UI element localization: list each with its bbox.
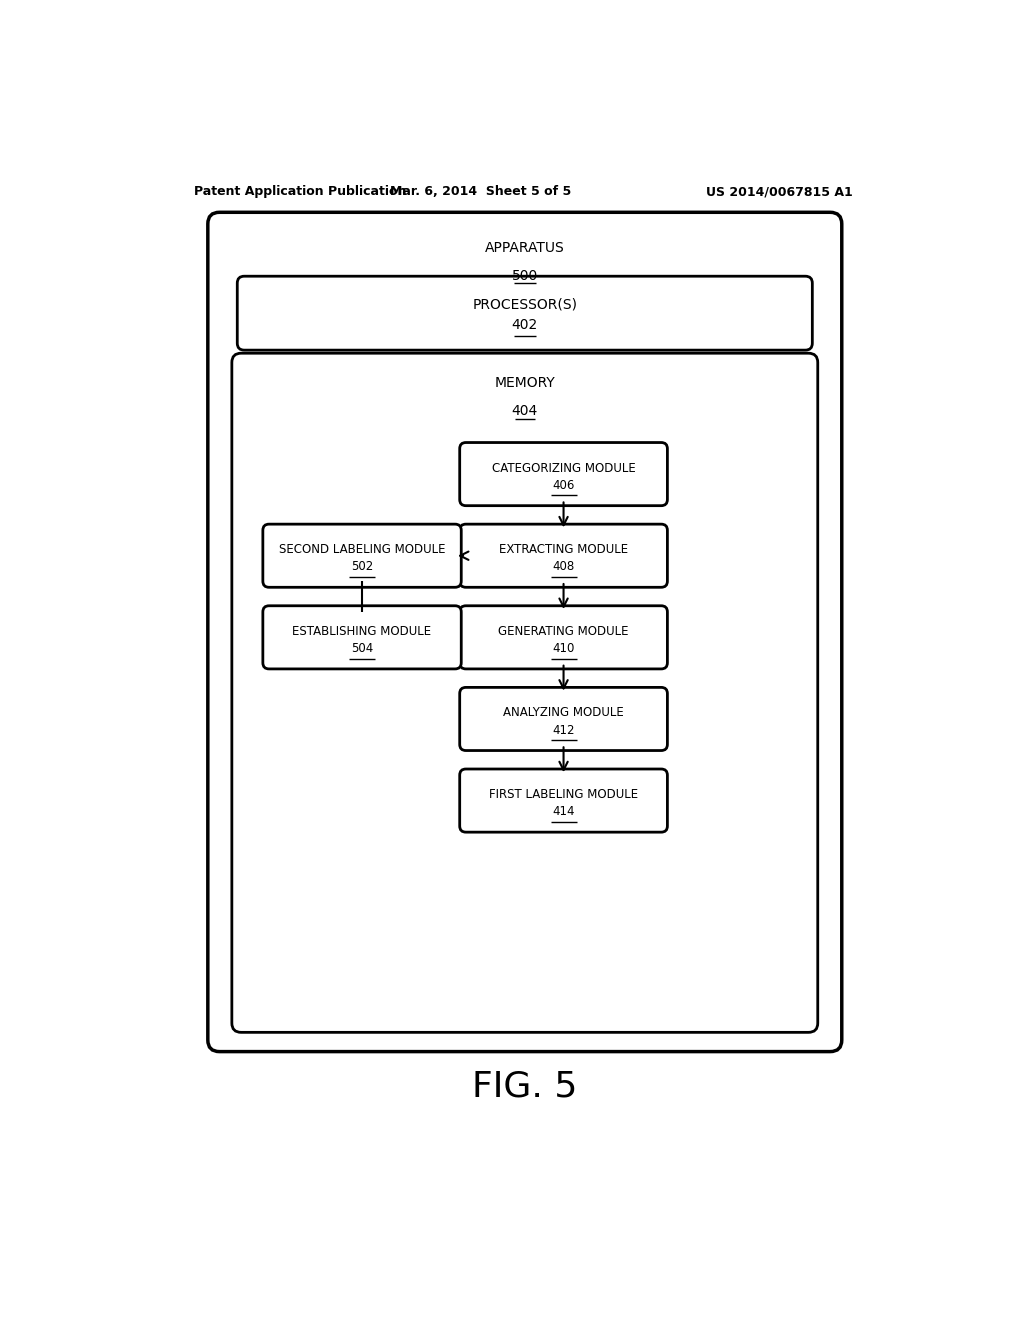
Text: 412: 412 (552, 723, 574, 737)
FancyBboxPatch shape (263, 606, 461, 669)
Text: GENERATING MODULE: GENERATING MODULE (499, 624, 629, 638)
Text: FIG. 5: FIG. 5 (472, 1069, 578, 1104)
Text: 410: 410 (552, 642, 574, 655)
Text: CATEGORIZING MODULE: CATEGORIZING MODULE (492, 462, 636, 474)
Text: SECOND LABELING MODULE: SECOND LABELING MODULE (279, 543, 445, 556)
Text: 402: 402 (512, 318, 538, 333)
Text: 414: 414 (552, 805, 574, 818)
Text: APPARATUS: APPARATUS (485, 240, 564, 255)
Text: 502: 502 (351, 561, 373, 573)
FancyBboxPatch shape (460, 688, 668, 751)
Text: ANALYZING MODULE: ANALYZING MODULE (503, 706, 624, 719)
Text: FIRST LABELING MODULE: FIRST LABELING MODULE (489, 788, 638, 801)
FancyBboxPatch shape (263, 524, 461, 587)
FancyBboxPatch shape (238, 276, 812, 350)
Text: 408: 408 (552, 561, 574, 573)
FancyBboxPatch shape (460, 442, 668, 506)
FancyBboxPatch shape (460, 606, 668, 669)
Text: 500: 500 (512, 268, 538, 282)
FancyBboxPatch shape (460, 770, 668, 832)
FancyBboxPatch shape (231, 354, 818, 1032)
Text: EXTRACTING MODULE: EXTRACTING MODULE (499, 543, 628, 556)
Text: 404: 404 (512, 404, 538, 418)
Text: PROCESSOR(S): PROCESSOR(S) (472, 298, 578, 312)
Text: ESTABLISHING MODULE: ESTABLISHING MODULE (293, 624, 431, 638)
Text: 406: 406 (552, 479, 574, 492)
Text: Mar. 6, 2014  Sheet 5 of 5: Mar. 6, 2014 Sheet 5 of 5 (390, 185, 571, 198)
Text: Patent Application Publication: Patent Application Publication (194, 185, 407, 198)
Text: 504: 504 (351, 642, 373, 655)
Text: US 2014/0067815 A1: US 2014/0067815 A1 (706, 185, 853, 198)
Text: MEMORY: MEMORY (495, 376, 555, 391)
FancyBboxPatch shape (208, 213, 842, 1052)
FancyBboxPatch shape (460, 524, 668, 587)
